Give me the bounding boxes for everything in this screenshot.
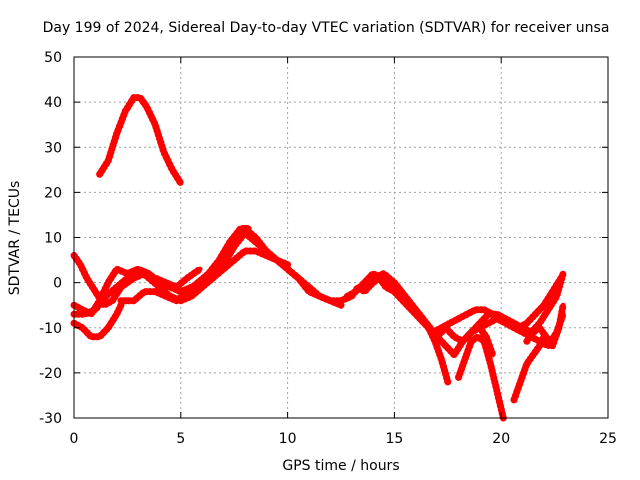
y-tick-label: -30 — [39, 411, 62, 427]
y-tick-label: 40 — [44, 95, 62, 111]
series-points-13 — [476, 324, 497, 359]
x-tick-label: 15 — [385, 431, 403, 447]
y-tick-label: -10 — [39, 321, 62, 337]
y-tick-label: 0 — [53, 276, 62, 292]
series-points-12 — [455, 333, 507, 422]
x-tick-label: 20 — [492, 431, 510, 447]
x-axis-label: GPS time / hours — [282, 458, 399, 474]
series-points-11 — [418, 315, 452, 386]
y-tick-label: 10 — [44, 231, 62, 247]
y-tick-label: 50 — [44, 50, 62, 66]
y-tick-label: -20 — [39, 366, 62, 382]
x-tick-label: 10 — [279, 431, 297, 447]
x-tick-label: 25 — [599, 431, 617, 447]
y-tick-label: 30 — [44, 140, 62, 156]
chart-title: Day 199 of 2024, Sidereal Day-to-day VTE… — [43, 20, 610, 36]
y-tick-label: 20 — [44, 185, 62, 201]
grid-lines — [74, 57, 608, 418]
x-ticks: 0 5 10 15 20 25 — [70, 57, 617, 447]
y-ticks: 50 40 30 20 10 0 -10 -20 -30 — [39, 50, 608, 427]
series-points-4 — [70, 301, 125, 341]
x-tick-label: 5 — [176, 431, 185, 447]
series-points-15 — [523, 301, 567, 350]
series-points-14 — [510, 333, 548, 404]
y-axis-label: SDTVAR / TECUs — [7, 181, 23, 296]
x-tick-label: 0 — [70, 431, 79, 447]
series-points-1 — [96, 94, 185, 187]
series-points-6 — [70, 247, 292, 318]
series-layer — [70, 94, 567, 422]
series-points-9 — [343, 270, 565, 336]
series-points-7 — [241, 225, 345, 309]
